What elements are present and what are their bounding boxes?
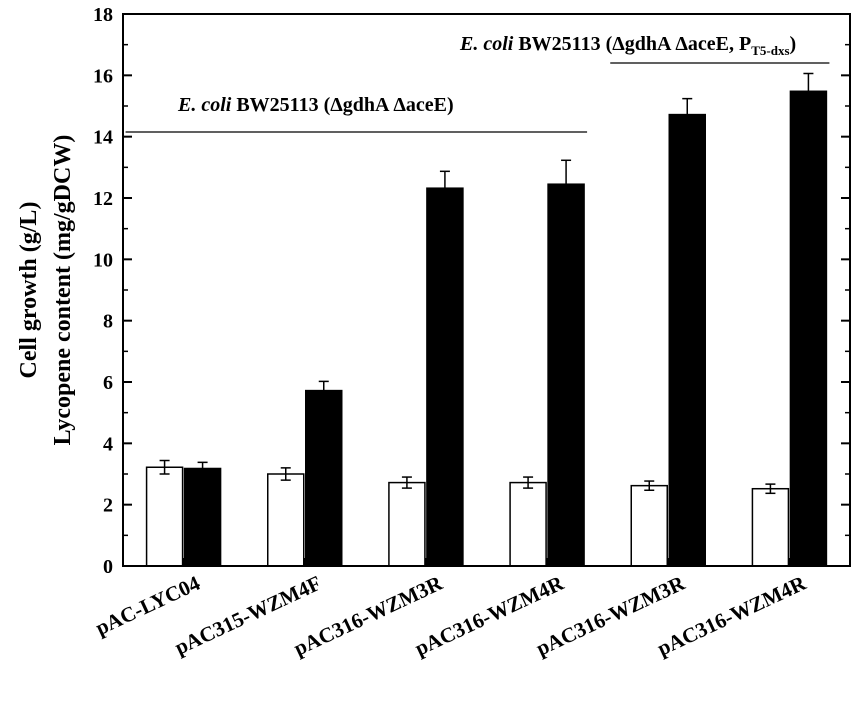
y-tick-label-6: 6 bbox=[103, 372, 113, 394]
y-tick-label-18: 18 bbox=[93, 4, 113, 26]
bar-s2-6 bbox=[789, 90, 828, 567]
annotation-label-1: E. coli BW25113 (ΔgdhA ΔaceE) bbox=[177, 94, 454, 116]
bar-s1-5 bbox=[630, 484, 668, 567]
y-axis-label-line1: Cell growth (g/L) bbox=[16, 202, 42, 379]
bar-s1-1 bbox=[145, 466, 184, 567]
y-tick-label-16: 16 bbox=[93, 65, 113, 87]
y-tick-label-2: 2 bbox=[103, 495, 113, 517]
y-tick-label-12: 12 bbox=[93, 188, 113, 210]
bar-s2-4 bbox=[547, 183, 585, 567]
bar-s2-1 bbox=[183, 467, 222, 567]
bar-s2-3 bbox=[426, 187, 464, 567]
bar-s2-5 bbox=[668, 113, 706, 567]
bar-s2-2 bbox=[305, 389, 343, 567]
y-tick-label-8: 8 bbox=[103, 311, 113, 333]
y-tick-label-10: 10 bbox=[93, 249, 113, 271]
bar-s1-4 bbox=[509, 481, 547, 567]
annotation-label-2: E. coli BW25113 (ΔgdhA ΔaceE, PT5-dxs) bbox=[459, 33, 796, 58]
y-tick-label-4: 4 bbox=[103, 433, 113, 455]
y-tick-label-14: 14 bbox=[93, 127, 113, 149]
bar-s1-6 bbox=[751, 487, 790, 567]
chart-marks bbox=[145, 72, 828, 567]
bar-s1-3 bbox=[388, 481, 426, 567]
y-axis-label-line2: Lycopene content (mg/gDCW) bbox=[50, 135, 76, 446]
bar-s1-2 bbox=[267, 473, 305, 567]
y-tick-label-0: 0 bbox=[103, 556, 113, 578]
